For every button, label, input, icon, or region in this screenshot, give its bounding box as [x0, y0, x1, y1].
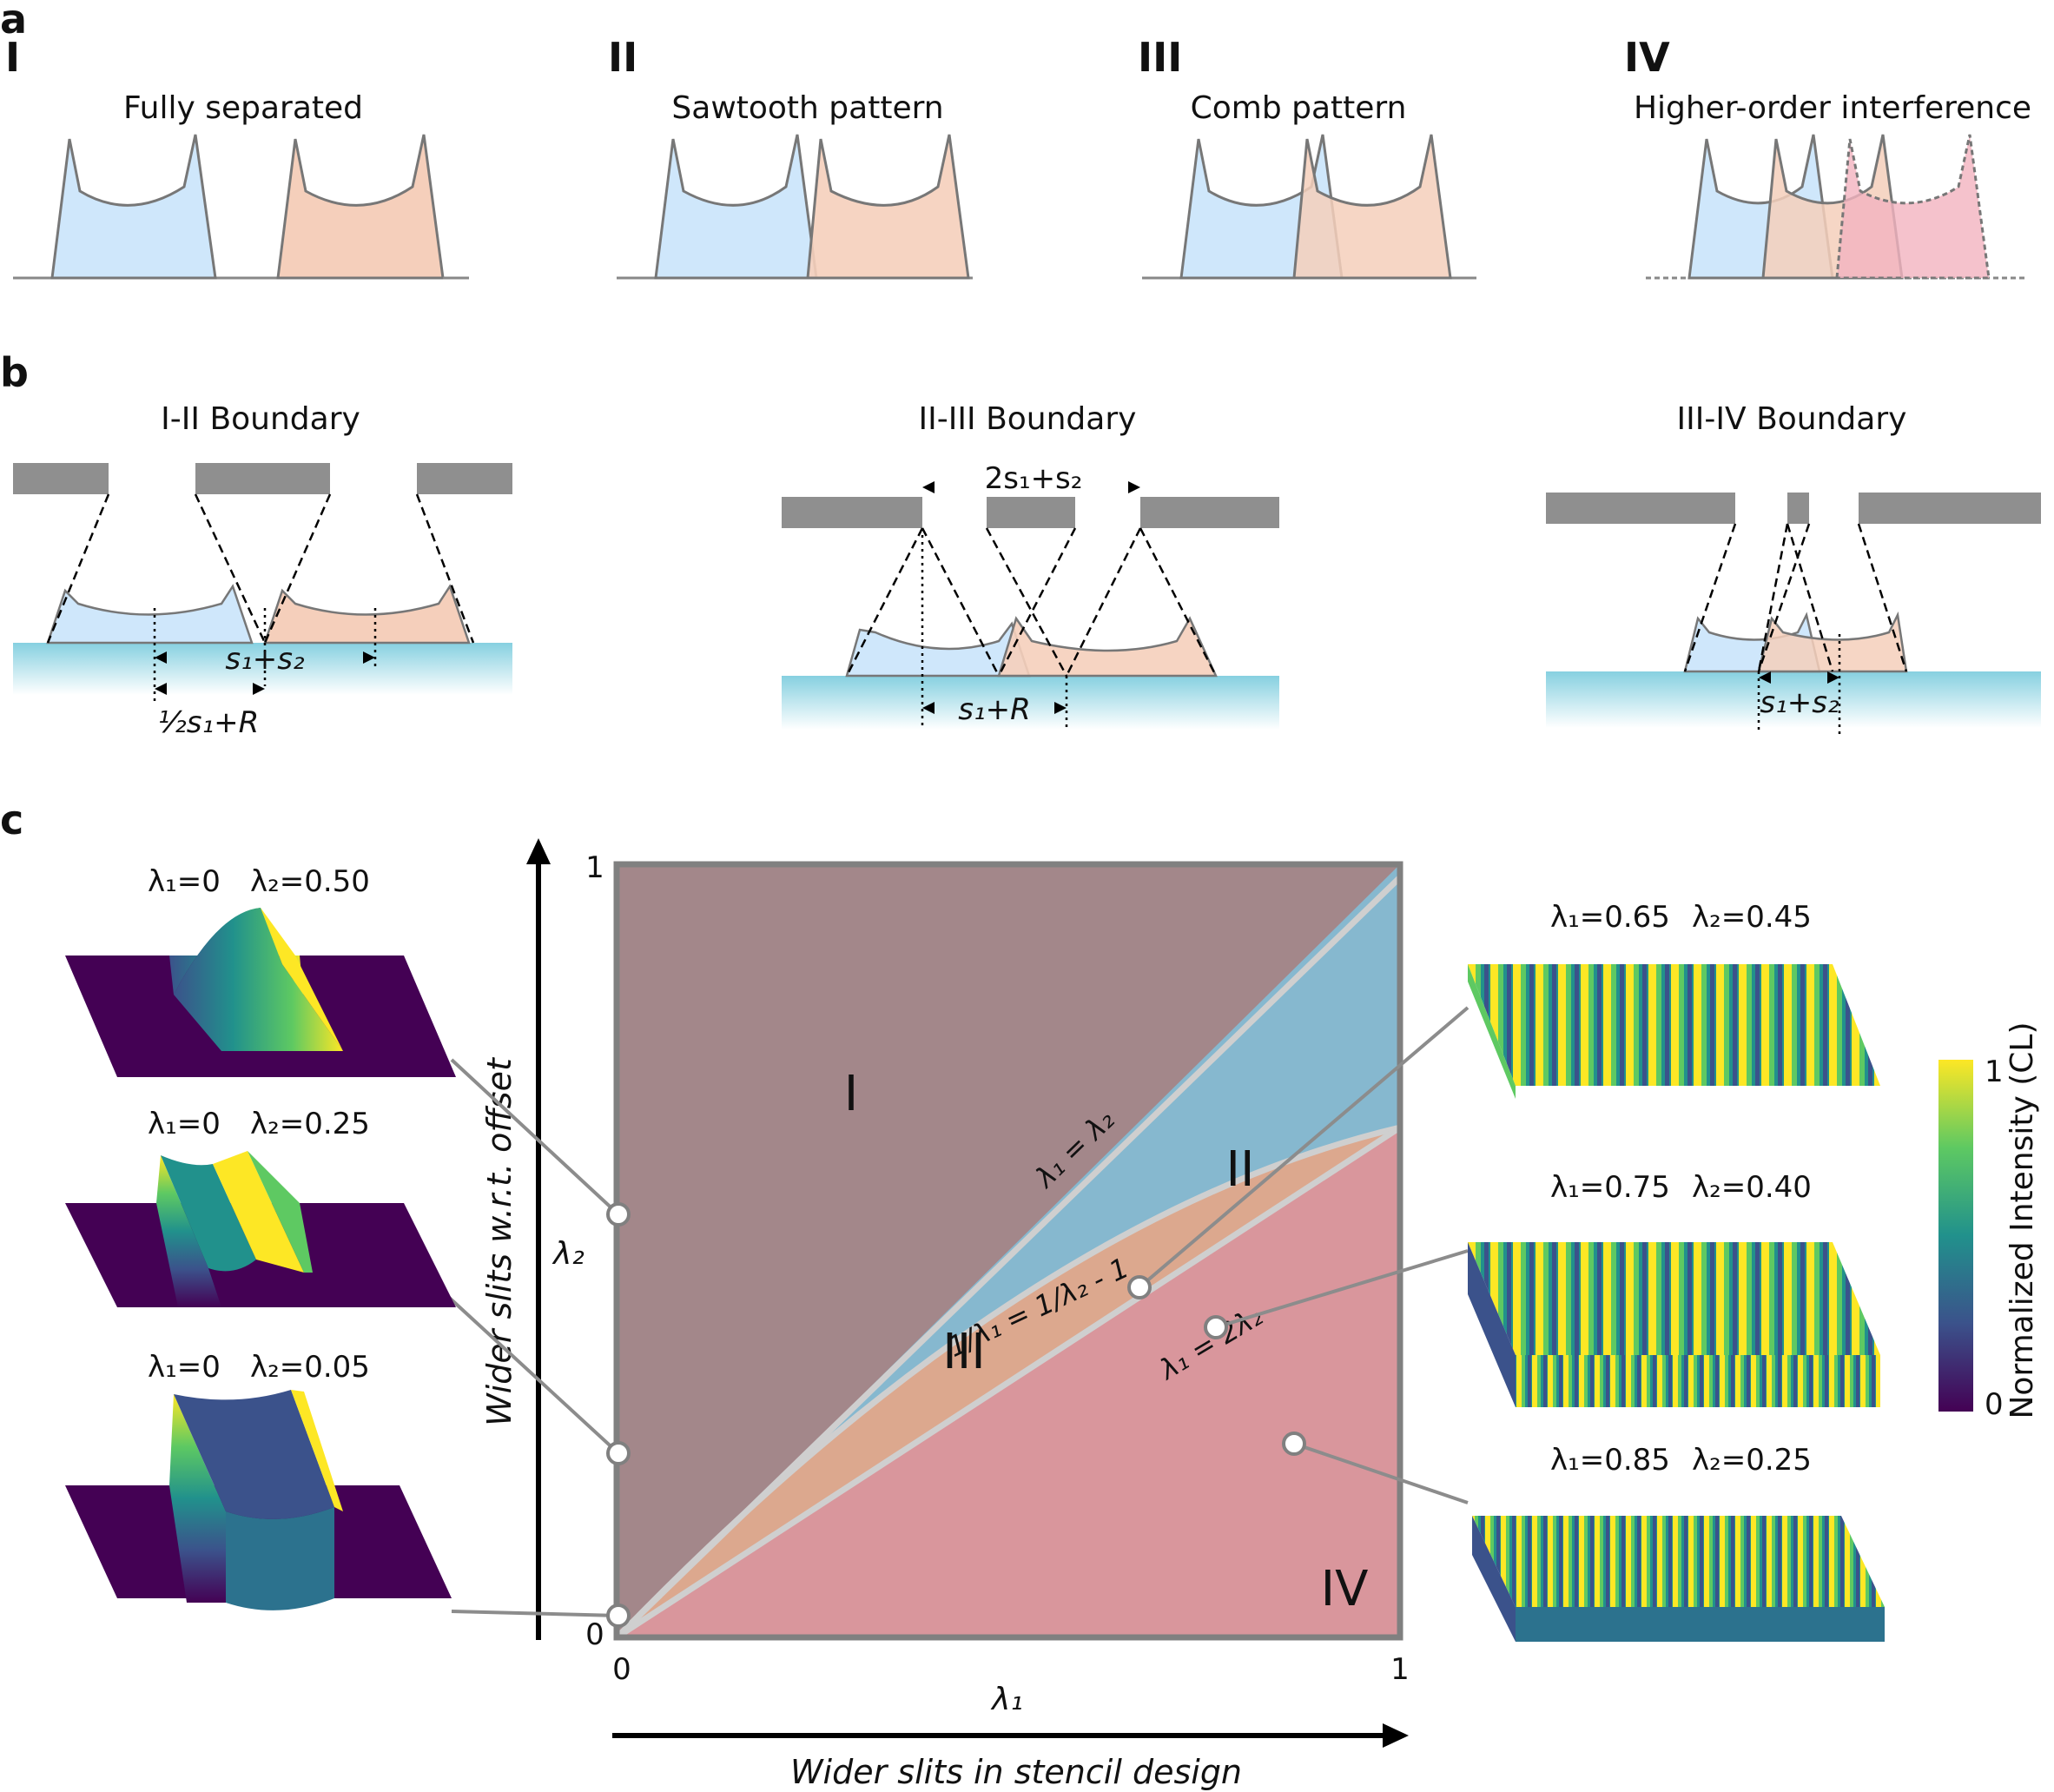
case-title: Comb pattern [1191, 90, 1407, 126]
y-axis-title: Wider slits w.r.t. offset [480, 1056, 518, 1426]
boundary-III-IV: III-IV Boundary s₁+s₂ [1546, 401, 2041, 734]
x-tick-min: 0 [612, 1652, 631, 1687]
surface-l2: λ₂=0.25 [250, 1107, 370, 1141]
dim-bottom: s₁+s₂ [1760, 685, 1839, 720]
surface-l1: λ₁=0.65 [1550, 900, 1670, 935]
orange-profile [1292, 134, 1452, 280]
x-axis-title: Wider slits in stencil design [790, 1753, 1242, 1791]
point-right-2 [1204, 1315, 1228, 1339]
orange-profile [806, 134, 970, 280]
boundary-I-II: I-II Boundary s₁+s₂ ½s₁+R [13, 401, 512, 740]
boundary-title: I-II Boundary [161, 401, 360, 437]
colorbar-max: 1 [1985, 1055, 2004, 1089]
sample-points [606, 1202, 1306, 1628]
x-tick-max: 1 [1390, 1652, 1410, 1687]
dim-bottom: s₁+R [958, 692, 1030, 727]
y-tick-min: 0 [585, 1617, 604, 1652]
substrate [782, 676, 1279, 730]
x-label: λ₁ [990, 1682, 1023, 1717]
left-surface-2: λ₁=0 λ₂=0.25 [65, 1107, 456, 1307]
stencil-bar [987, 497, 1075, 528]
stencil-bar [1859, 493, 2041, 524]
substrate [1546, 671, 2041, 728]
case-title: Higher-order interference [1634, 90, 2031, 126]
case-numeral: IV [1624, 34, 1670, 81]
surface-l2: λ₂=0.50 [250, 864, 370, 899]
point-left-1 [606, 1202, 631, 1227]
surface-l2: λ₂=0.25 [1692, 1443, 1812, 1478]
case-numeral: II [608, 34, 637, 81]
panel-a-label: a [0, 0, 27, 43]
boundary-title: III-IV Boundary [1677, 401, 1907, 437]
colorbar-gradient [1938, 1060, 1973, 1412]
panel-a-case-3: III Comb pattern [1138, 34, 1476, 280]
left-surface-1: λ₁=0 λ₂=0.50 [65, 864, 456, 1077]
y-label: λ₂ [551, 1236, 584, 1272]
dim-bottom: ½s₁+R [158, 705, 259, 740]
case-title: Fully separated [123, 90, 363, 126]
surface-l1: λ₁=0.85 [1550, 1443, 1670, 1478]
curve-half [615, 1125, 1402, 1640]
case-numeral: III [1138, 34, 1182, 81]
panel-c-label: c [0, 797, 23, 843]
panel-a-case-1: I Fully separated [5, 34, 469, 280]
orange-profile [263, 584, 471, 645]
point-right-3 [1282, 1432, 1306, 1456]
ridge-surface [1468, 964, 1880, 1086]
region-label-II: II [1225, 1141, 1254, 1198]
blue-profile [845, 621, 1031, 678]
region-label-IV: IV [1321, 1561, 1369, 1617]
right-surface-3: λ₁=0.85 λ₂=0.25 [1472, 1443, 1885, 1642]
colorbar: 1 0 Normalized Intensity (CL) [1938, 1022, 2040, 1422]
stencil-bar [195, 463, 330, 494]
case-numeral: I [5, 34, 20, 81]
point-right-1 [1127, 1275, 1152, 1299]
orange-profile [1757, 611, 1908, 673]
surface-l2: λ₂=0.05 [250, 1350, 370, 1385]
panel-b-label: b [0, 349, 29, 396]
dim-top: 2s₁+s₂ [985, 461, 1083, 496]
left-surface-3: λ₁=0 λ₂=0.05 [65, 1350, 452, 1610]
region-label-III: III [942, 1324, 986, 1380]
substrate [13, 643, 512, 695]
blue-profile [654, 134, 818, 280]
surface-l1: λ₁=0 [148, 1107, 221, 1141]
surface-l2: λ₂=0.40 [1692, 1170, 1812, 1205]
orange-profile [997, 616, 1218, 678]
surface-l1: λ₁=0 [148, 864, 221, 899]
right-surface-2: λ₁=0.75 λ₂=0.40 [1468, 1170, 1880, 1407]
plot-frame [613, 861, 1403, 1641]
pink-profile [1835, 134, 1991, 280]
surface-l1: λ₁=0.75 [1550, 1170, 1670, 1205]
boundary-II-III: II-III Boundary 2s₁+s₂ s₁+R [782, 401, 1279, 730]
dim-top: s₁+s₂ [225, 642, 305, 677]
phase-diagram: I II III IV λ₁ = λ₂ 1/λ₁ = 1/λ₂ - 1 λ₁ =… [551, 850, 1410, 1717]
blue-profile [50, 134, 217, 280]
stencil-bar [1546, 493, 1735, 524]
case-title: Sawtooth pattern [671, 90, 943, 126]
surface-l1: λ₁=0 [148, 1350, 221, 1385]
blue-profile [46, 584, 254, 645]
panel-a-case-2: II Sawtooth pattern [608, 34, 973, 280]
point-left-3 [606, 1604, 631, 1628]
colorbar-label: Normalized Intensity (CL) [2004, 1022, 2040, 1418]
point-left-2 [606, 1441, 631, 1465]
stencil-bar [782, 497, 922, 528]
stencil-bar [1140, 497, 1279, 528]
right-surface-1: λ₁=0.65 λ₂=0.45 [1468, 900, 1880, 1099]
y-tick-max: 1 [585, 850, 604, 885]
stencil-bar [13, 463, 109, 494]
colorbar-min: 0 [1985, 1387, 2004, 1422]
stencil-bar [1787, 493, 1809, 524]
stencil-bar [417, 463, 512, 494]
orange-profile [276, 134, 445, 280]
panel-a-case-4: IV Higher-order interference [1624, 34, 2031, 280]
region-label-I: I [844, 1066, 859, 1122]
surface-l2: λ₂=0.45 [1692, 900, 1812, 935]
boundary-title: II-III Boundary [919, 401, 1137, 437]
